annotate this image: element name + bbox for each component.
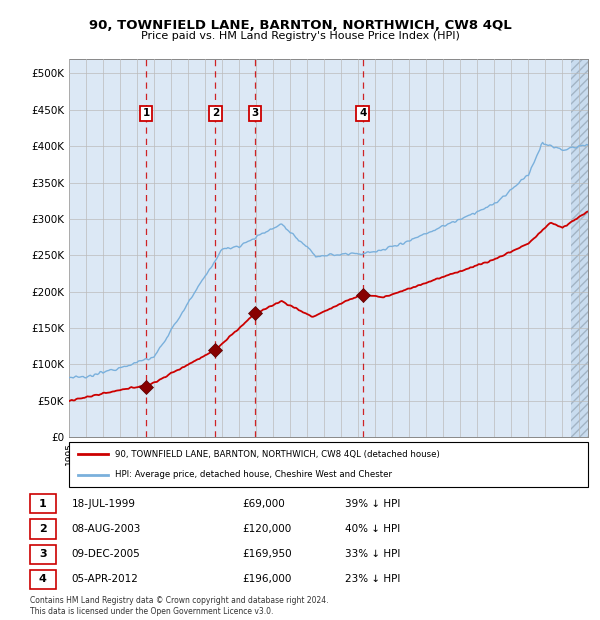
Text: 33% ↓ HPI: 33% ↓ HPI <box>345 549 401 559</box>
Text: £196,000: £196,000 <box>242 575 292 585</box>
Text: 08-AUG-2003: 08-AUG-2003 <box>72 524 141 534</box>
Text: HPI: Average price, detached house, Cheshire West and Chester: HPI: Average price, detached house, Ches… <box>115 470 392 479</box>
Text: 39% ↓ HPI: 39% ↓ HPI <box>345 498 401 508</box>
Bar <box>30 544 56 564</box>
Text: Contains HM Land Registry data © Crown copyright and database right 2024.
This d: Contains HM Land Registry data © Crown c… <box>30 596 329 616</box>
Text: £120,000: £120,000 <box>242 524 291 534</box>
Bar <box>30 494 56 513</box>
Text: 2: 2 <box>212 108 219 118</box>
Text: 05-APR-2012: 05-APR-2012 <box>72 575 139 585</box>
Text: 23% ↓ HPI: 23% ↓ HPI <box>345 575 401 585</box>
Text: 2: 2 <box>39 524 47 534</box>
Text: 90, TOWNFIELD LANE, BARNTON, NORTHWICH, CW8 4QL: 90, TOWNFIELD LANE, BARNTON, NORTHWICH, … <box>89 19 511 32</box>
Text: 1: 1 <box>143 108 150 118</box>
Text: Price paid vs. HM Land Registry's House Price Index (HPI): Price paid vs. HM Land Registry's House … <box>140 31 460 41</box>
Text: £69,000: £69,000 <box>242 498 285 508</box>
Text: 90, TOWNFIELD LANE, BARNTON, NORTHWICH, CW8 4QL (detached house): 90, TOWNFIELD LANE, BARNTON, NORTHWICH, … <box>115 450 439 459</box>
Text: 4: 4 <box>39 575 47 585</box>
Text: 40% ↓ HPI: 40% ↓ HPI <box>345 524 401 534</box>
Text: 09-DEC-2005: 09-DEC-2005 <box>72 549 140 559</box>
Text: £169,950: £169,950 <box>242 549 292 559</box>
Text: 1: 1 <box>39 498 47 508</box>
Text: 3: 3 <box>251 108 259 118</box>
Bar <box>30 570 56 589</box>
Text: 18-JUL-1999: 18-JUL-1999 <box>72 498 136 508</box>
Text: 3: 3 <box>39 549 47 559</box>
Bar <box>30 520 56 539</box>
Text: 4: 4 <box>359 108 367 118</box>
